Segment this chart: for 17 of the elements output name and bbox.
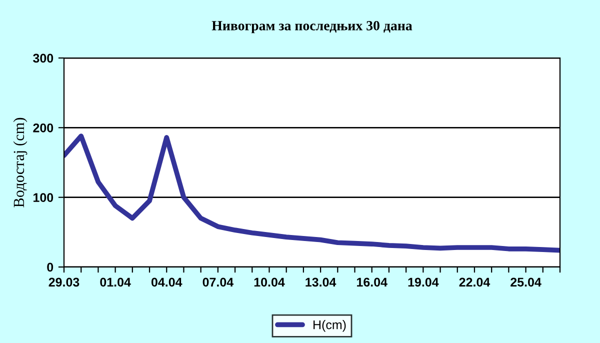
y-tick-label: 200	[33, 123, 54, 132]
x-tick-label: 04.04	[151, 278, 182, 287]
legend-label: H(cm)	[314, 320, 346, 332]
x-tick-label: 25.04	[510, 278, 542, 287]
x-tick-label: 16.04	[357, 278, 388, 287]
y-axis-title: Водостај (cm)	[13, 118, 28, 208]
x-tick-label: 29.03	[48, 278, 80, 287]
y-tick-label: 0	[47, 262, 54, 272]
x-tick-label: 13.04	[306, 278, 336, 287]
x-tick-label: 07.04	[202, 278, 234, 287]
x-tick-label: 10.04	[254, 278, 285, 287]
chart-title: Нивограм за последњих 30 дана	[212, 20, 412, 34]
y-tick-label: 100	[34, 193, 54, 202]
x-tick-label: 01.04	[100, 278, 131, 287]
x-tick-label: 19.04	[408, 278, 439, 287]
y-tick-label: 300	[33, 54, 54, 63]
x-tick-label: 22.04	[459, 278, 490, 287]
